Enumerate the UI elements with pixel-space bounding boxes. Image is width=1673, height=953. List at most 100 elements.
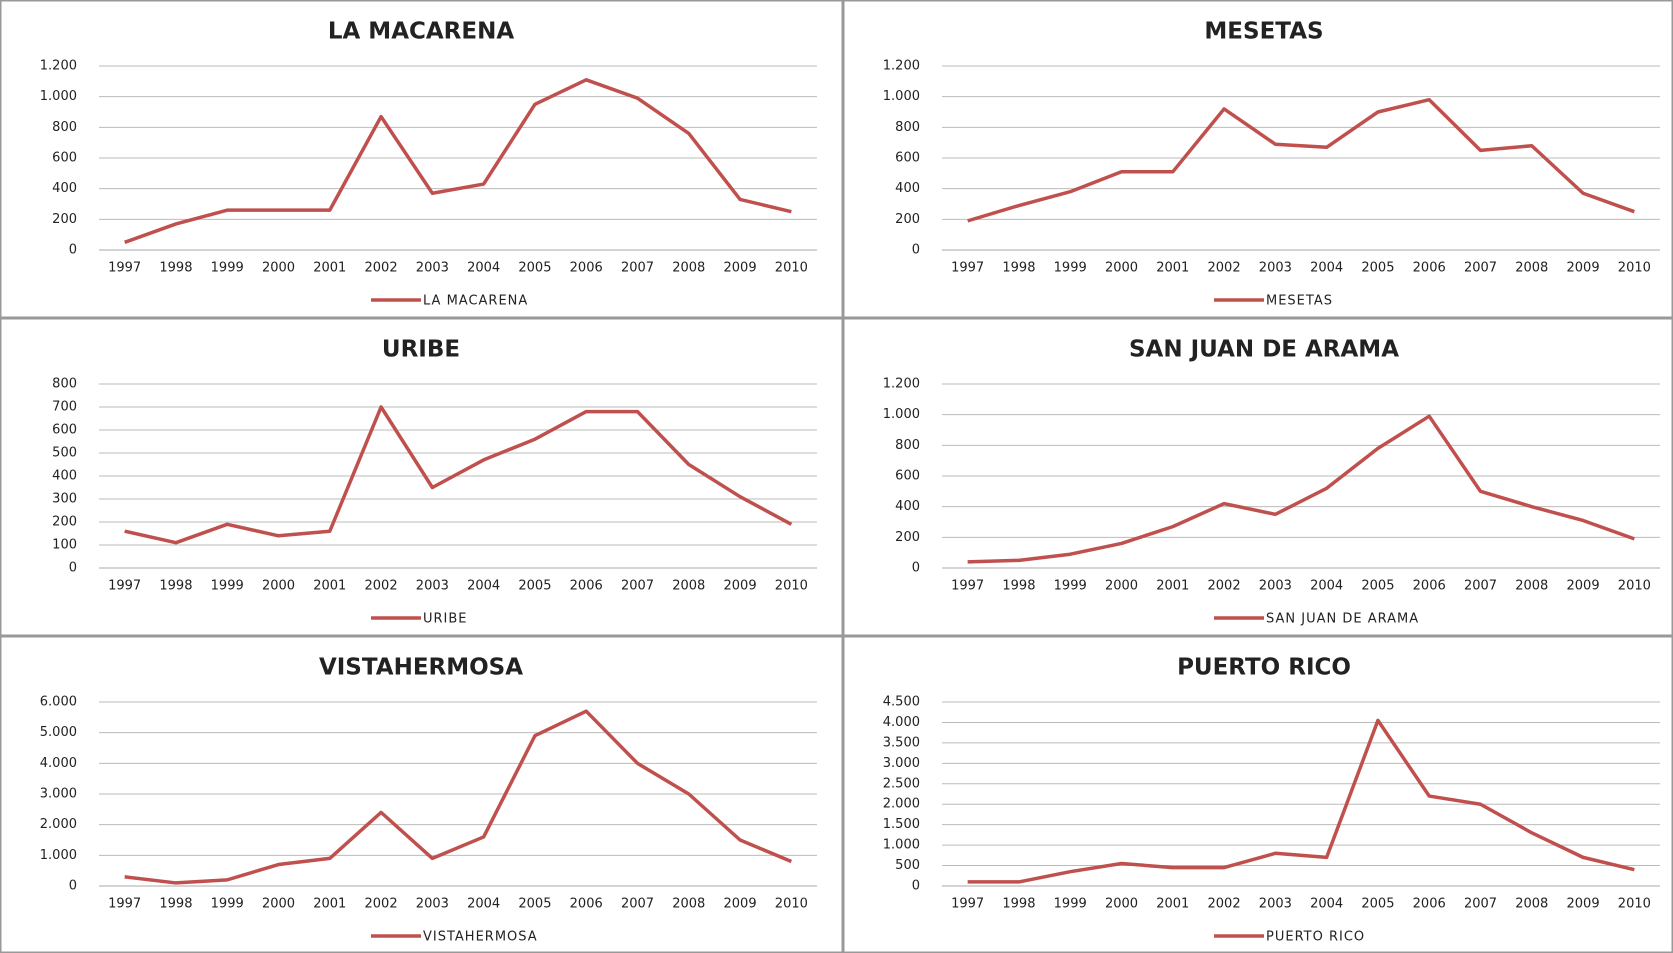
- x-tick-label: 2010: [775, 579, 808, 594]
- x-tick-label: 2001: [313, 579, 346, 594]
- chart-panel: VISTAHERMOSA 0 1.000 2.000 3.000 4.000 5.000 6.…: [0, 635, 844, 953]
- chart-title: VISTAHERMOSA: [319, 655, 523, 681]
- x-tick-label: 2009: [1567, 897, 1600, 912]
- y-tick-label: 4.000: [883, 715, 920, 730]
- x-tick-label: 2010: [775, 261, 808, 276]
- x-tick-label: 2002: [1208, 897, 1241, 912]
- x-tick-label: 2007: [621, 579, 654, 594]
- x-tick-label: 1997: [951, 897, 984, 912]
- data-line: [124, 709, 793, 885]
- x-tick-label: 2003: [416, 579, 449, 594]
- y-tick-label: 200: [895, 530, 920, 545]
- chart-title: LA MACARENA: [328, 19, 515, 45]
- x-tick-label: 2001: [1156, 579, 1189, 594]
- x-tick-label: 2006: [570, 261, 603, 276]
- y-tick-label: 0: [69, 561, 77, 576]
- legend-label: VISTAHERMOSA: [423, 930, 538, 945]
- data-line: [967, 718, 1635, 884]
- x-tick-label: 1999: [211, 897, 244, 912]
- x-tick-label: 1999: [1054, 897, 1087, 912]
- y-tick-label: 4.000: [40, 756, 77, 771]
- x-tick-label: 2003: [1259, 897, 1292, 912]
- y-tick-label: 0: [912, 561, 920, 576]
- x-tick-label: 1999: [211, 261, 244, 276]
- x-tick-label: 2009: [724, 261, 757, 276]
- y-tick-label: 3.000: [883, 756, 920, 771]
- x-tick-label: 2007: [1464, 261, 1497, 276]
- y-tick-label: 200: [52, 515, 77, 530]
- y-tick-label: 800: [895, 438, 920, 453]
- x-tick-label: 1997: [108, 579, 141, 594]
- chart-title: MESETAS: [1204, 19, 1323, 45]
- y-tick-label: 600: [52, 423, 77, 438]
- legend-label: PUERTO RICO: [1266, 930, 1365, 945]
- y-tick-label: 1.000: [883, 89, 920, 104]
- y-tick-label: 300: [52, 492, 77, 507]
- x-tick-label: 2000: [262, 579, 295, 594]
- chart-panel: URIBE 0 100 200 300 400 500 600 700 800 1997 1998 19…: [0, 317, 844, 637]
- y-tick-label: 1.200: [40, 59, 77, 74]
- x-tick-label: 2006: [1413, 261, 1446, 276]
- y-tick-label: 2.000: [40, 817, 77, 832]
- y-tick-label: 5.000: [40, 725, 77, 740]
- x-tick-label: 1999: [211, 579, 244, 594]
- y-tick-label: 6.000: [40, 695, 77, 710]
- x-tick-label: 2005: [1361, 897, 1394, 912]
- x-tick-label: 2002: [1208, 261, 1241, 276]
- x-tick-label: 2001: [1156, 897, 1189, 912]
- y-tick-label: 200: [52, 212, 77, 227]
- x-tick-label: 2002: [1208, 579, 1241, 594]
- y-tick-label: 0: [69, 879, 77, 894]
- legend-label: SAN JUAN DE ARAMA: [1266, 612, 1419, 627]
- x-tick-label: 2004: [1310, 261, 1343, 276]
- x-tick-label: 2008: [672, 579, 705, 594]
- data-line: [124, 405, 793, 545]
- data-line: [124, 78, 792, 244]
- x-tick-label: 1997: [951, 261, 984, 276]
- y-tick-label: 700: [52, 400, 77, 415]
- x-tick-label: 2002: [365, 261, 398, 276]
- x-tick-label: 2005: [1361, 261, 1394, 276]
- x-tick-label: 2008: [672, 897, 705, 912]
- x-tick-label: 2004: [467, 261, 500, 276]
- x-tick-label: 2005: [518, 897, 551, 912]
- x-tick-label: 2004: [467, 579, 500, 594]
- x-tick-label: 2000: [1105, 579, 1138, 594]
- y-tick-label: 0: [69, 243, 77, 258]
- x-tick-label: 2004: [1310, 579, 1343, 594]
- x-tick-label: 1998: [159, 261, 192, 276]
- x-tick-label: 2008: [1515, 897, 1548, 912]
- y-tick-label: 3.000: [40, 787, 77, 802]
- x-tick-label: 2003: [416, 897, 449, 912]
- x-tick-label: 2007: [1464, 897, 1497, 912]
- x-tick-label: 2005: [518, 579, 551, 594]
- y-tick-label: 400: [52, 181, 77, 196]
- x-tick-label: 2010: [1618, 579, 1651, 594]
- chart-title: PUERTO RICO: [1177, 655, 1351, 681]
- x-tick-label: 2001: [313, 261, 346, 276]
- x-tick-label: 2007: [621, 897, 654, 912]
- y-tick-label: 1.000: [883, 407, 920, 422]
- x-tick-label: 2004: [467, 897, 500, 912]
- y-tick-label: 600: [895, 469, 920, 484]
- x-tick-label: 2003: [1259, 261, 1292, 276]
- x-tick-label: 2010: [1618, 261, 1651, 276]
- y-tick-label: 500: [52, 446, 77, 461]
- y-tick-label: 1.000: [40, 848, 77, 863]
- x-tick-label: 1998: [1002, 579, 1035, 594]
- x-tick-label: 2007: [621, 261, 654, 276]
- y-tick-label: 2.500: [883, 776, 920, 791]
- x-tick-label: 1997: [108, 897, 141, 912]
- x-tick-label: 2000: [1105, 261, 1138, 276]
- y-tick-label: 1.200: [883, 377, 920, 392]
- legend-label: MESETAS: [1266, 294, 1333, 309]
- x-tick-label: 2010: [1618, 897, 1651, 912]
- x-tick-label: 1997: [108, 261, 141, 276]
- y-tick-label: 600: [895, 151, 920, 166]
- x-tick-label: 2008: [672, 261, 705, 276]
- x-tick-label: 2006: [1413, 897, 1446, 912]
- chart-panel: LA MACARENA 0 200 400 600 800 1.000 1.200 1997 19…: [0, 0, 844, 319]
- legend-label: LA MACARENA: [423, 294, 528, 309]
- x-tick-label: 2006: [570, 897, 603, 912]
- y-tick-label: 0: [912, 243, 920, 258]
